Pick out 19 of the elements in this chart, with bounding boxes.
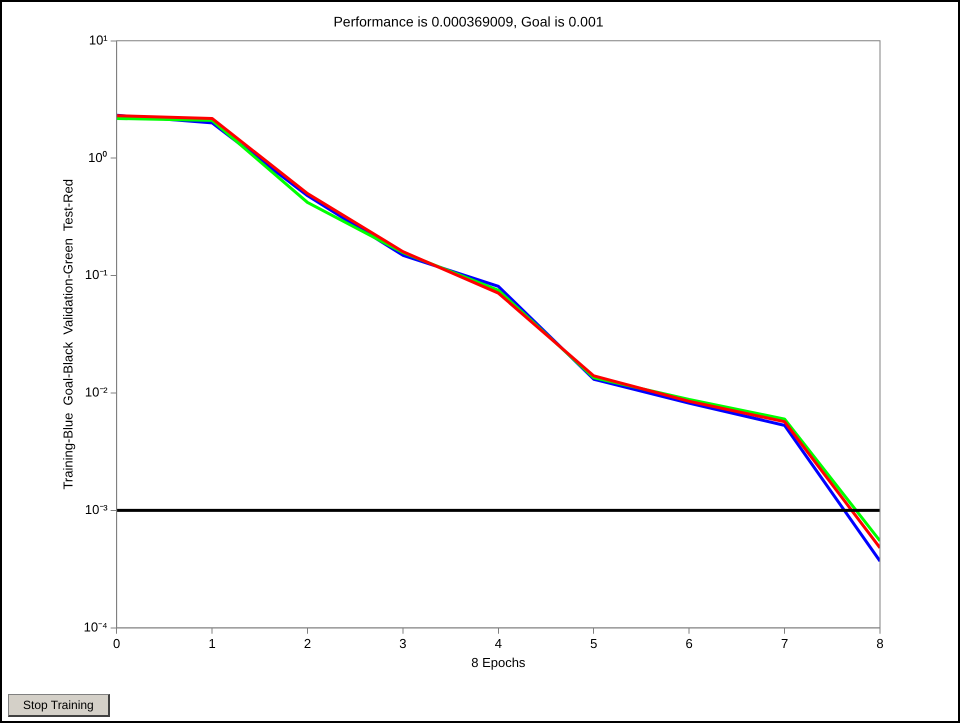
- chart-title: Performance is 0.000369009, Goal is 0.001: [333, 13, 604, 30]
- x-tick-label: 8: [876, 636, 884, 652]
- x-tick-label: 0: [113, 636, 120, 652]
- x-tick-label: 6: [686, 636, 693, 652]
- y-tick-label: 10⁻²: [84, 384, 108, 400]
- x-axis-title: 8 Epochs: [471, 654, 526, 670]
- x-tick-label: 3: [399, 636, 407, 652]
- x-tick-label: 4: [494, 636, 502, 652]
- y-axis-title: Training-Blue Goal-Black Validation-Green Test-Red: [60, 179, 76, 490]
- stop-training-button: Stop Training: [8, 694, 110, 717]
- y-tick-label: 10¹: [88, 32, 108, 48]
- y-tick-label: 10⁻⁴: [84, 619, 108, 634]
- y-tick-label: 10⁻¹: [84, 267, 108, 282]
- x-tick-label: 5: [590, 636, 598, 652]
- y-tick-label: 10⁰: [88, 150, 108, 165]
- x-tick-label: 7: [780, 636, 788, 652]
- y-tick-label: 10⁻³: [84, 502, 108, 517]
- x-tick-label: 1: [208, 636, 216, 652]
- x-tick-label: 2: [304, 636, 312, 652]
